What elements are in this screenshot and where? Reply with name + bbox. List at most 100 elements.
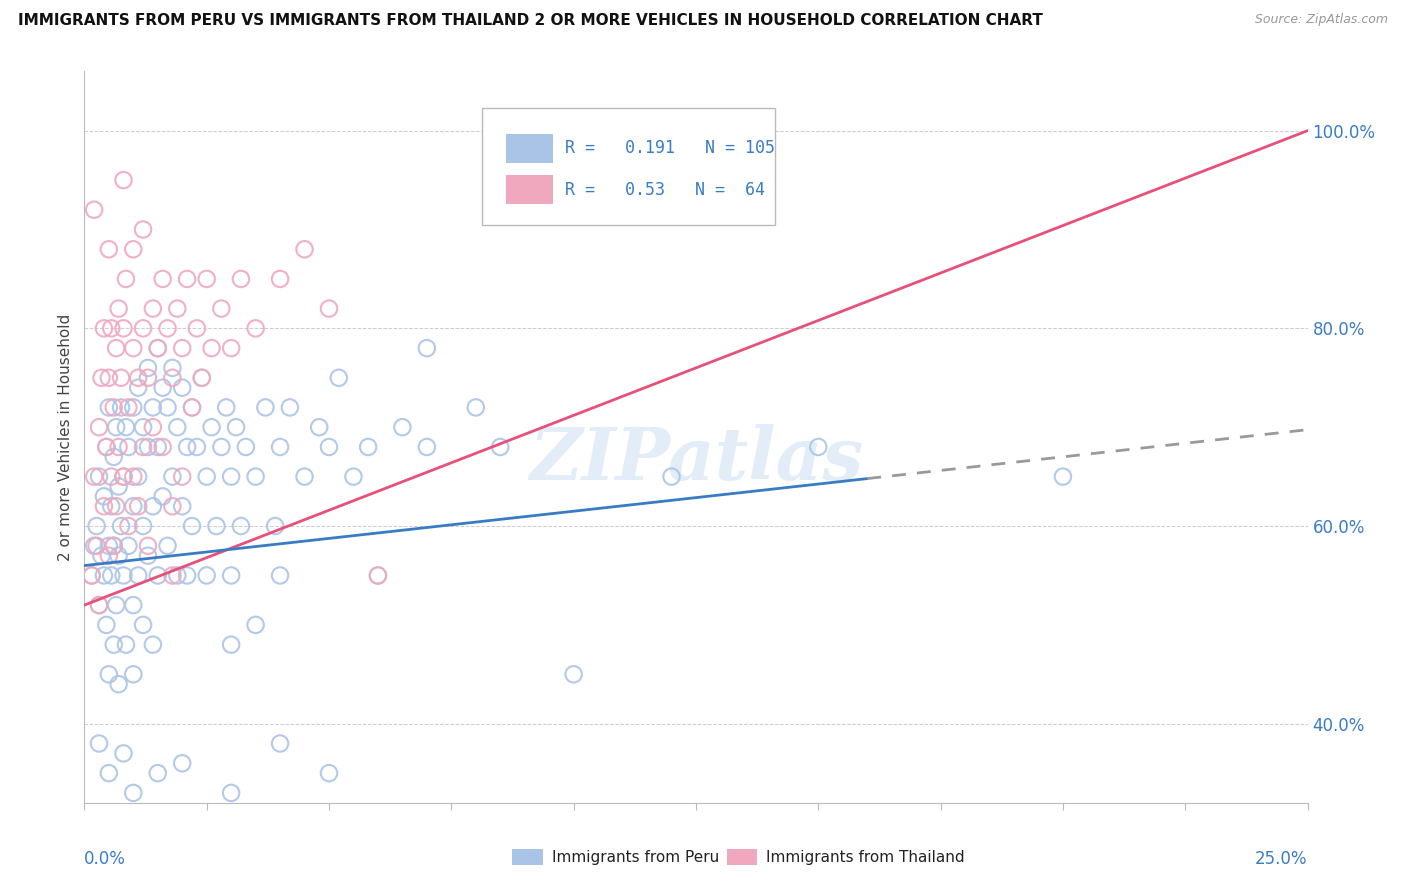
Point — [97, 539, 120, 553]
Point — [1052, 469, 1074, 483]
Point — [100, 500, 122, 514]
Point — [269, 737, 291, 751]
Point — [186, 321, 208, 335]
Point — [229, 272, 252, 286]
Point — [122, 401, 145, 415]
Point — [127, 568, 149, 582]
Point — [103, 539, 125, 553]
Point — [229, 519, 252, 533]
Point — [162, 469, 184, 483]
Point — [103, 638, 125, 652]
Point — [83, 469, 105, 483]
Point — [115, 272, 138, 286]
Point — [142, 401, 165, 415]
Point — [127, 371, 149, 385]
Point — [294, 242, 316, 256]
Point — [112, 469, 135, 483]
Point — [191, 371, 214, 385]
Point — [191, 371, 214, 385]
Point — [209, 440, 232, 454]
Point — [195, 272, 218, 286]
Point — [200, 341, 222, 355]
Point — [100, 321, 122, 335]
Point — [115, 638, 138, 652]
Point — [117, 539, 139, 553]
Point — [172, 381, 194, 395]
Point — [146, 766, 169, 780]
Text: 0.0%: 0.0% — [84, 850, 127, 868]
Point — [294, 469, 316, 483]
Point — [136, 440, 159, 454]
Point — [166, 568, 188, 582]
Point — [87, 420, 110, 434]
Point — [225, 420, 247, 434]
Point — [97, 371, 120, 385]
Point — [105, 420, 128, 434]
Point — [127, 381, 149, 395]
Point — [152, 440, 174, 454]
Point — [195, 568, 218, 582]
Point — [122, 469, 145, 483]
Point — [357, 440, 380, 454]
Point — [96, 440, 118, 454]
Point — [254, 401, 277, 415]
Point — [142, 420, 165, 434]
Point — [416, 440, 439, 454]
Point — [269, 440, 291, 454]
Point — [132, 222, 155, 236]
Point — [105, 500, 128, 514]
Point — [96, 440, 118, 454]
Point — [112, 747, 135, 761]
Point — [132, 519, 155, 533]
Point — [112, 469, 135, 483]
Point — [127, 469, 149, 483]
Point — [146, 341, 169, 355]
Point — [342, 469, 364, 483]
Point — [328, 371, 350, 385]
Point — [152, 381, 174, 395]
Point — [181, 519, 204, 533]
Point — [205, 519, 228, 533]
Point — [122, 786, 145, 800]
Point — [93, 321, 115, 335]
FancyBboxPatch shape — [727, 849, 758, 865]
Point — [152, 489, 174, 503]
Point — [97, 401, 120, 415]
Point — [105, 598, 128, 612]
Text: Source: ZipAtlas.com: Source: ZipAtlas.com — [1254, 13, 1388, 27]
Point — [172, 341, 194, 355]
Point — [308, 420, 330, 434]
Point — [176, 272, 198, 286]
Point — [122, 242, 145, 256]
Point — [136, 371, 159, 385]
Point — [136, 549, 159, 563]
Point — [200, 420, 222, 434]
Point — [172, 756, 194, 771]
Point — [146, 568, 169, 582]
Text: Immigrants from Peru: Immigrants from Peru — [551, 850, 718, 865]
Point — [80, 568, 103, 582]
Point — [110, 371, 132, 385]
Point — [105, 341, 128, 355]
Text: R =   0.191   N = 105: R = 0.191 N = 105 — [565, 138, 775, 157]
Point — [97, 667, 120, 681]
Point — [136, 539, 159, 553]
Point — [136, 360, 159, 375]
Point — [87, 598, 110, 612]
Point — [93, 489, 115, 503]
Point — [195, 469, 218, 483]
Point — [122, 500, 145, 514]
Point — [115, 420, 138, 434]
Point — [86, 519, 108, 533]
Point — [112, 568, 135, 582]
Point — [269, 568, 291, 582]
Point — [97, 549, 120, 563]
Point — [90, 549, 112, 563]
Point — [166, 301, 188, 316]
Point — [132, 420, 155, 434]
Point — [87, 469, 110, 483]
Point — [181, 401, 204, 415]
Point — [87, 737, 110, 751]
Point — [83, 539, 105, 553]
Point — [110, 401, 132, 415]
